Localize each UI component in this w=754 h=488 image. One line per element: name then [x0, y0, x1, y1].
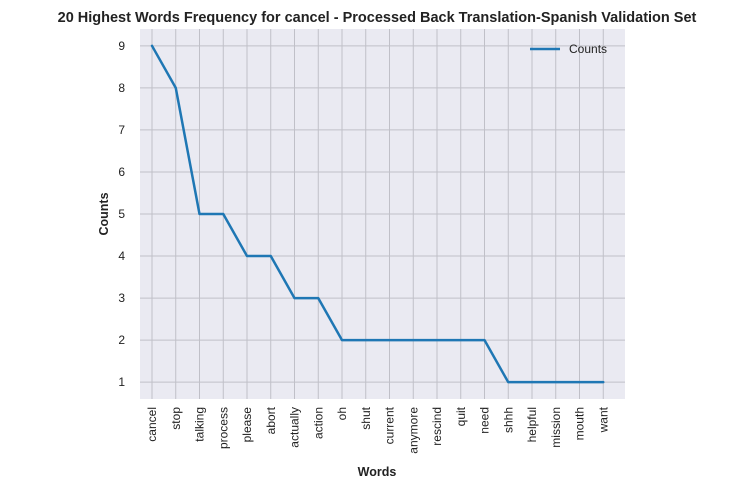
x-tick-label: mission: [549, 407, 563, 448]
grid-lines: [140, 29, 625, 399]
x-tick-label: process: [216, 407, 230, 449]
y-tick-label: 5: [118, 207, 125, 221]
x-tick-label: oh: [335, 407, 349, 420]
x-tick-label: please: [240, 407, 254, 443]
x-tick-labels: cancel stop talking process please abort actua…: [145, 406, 610, 453]
y-tick-label: 1: [118, 375, 125, 389]
y-axis-label: Counts: [97, 192, 111, 235]
series-line-counts: [150, 44, 605, 384]
x-tick-label: anymore: [406, 407, 420, 454]
x-tick-label: action: [311, 407, 325, 439]
x-tick-label: need: [478, 407, 492, 434]
x-tick-label: stop: [169, 407, 183, 430]
x-tick-label: current: [383, 406, 397, 444]
y-tick-label: 3: [118, 291, 125, 305]
x-tick-label: cancel: [145, 407, 159, 442]
chart-marks: [150, 44, 605, 384]
x-tick-label: helpful: [525, 407, 539, 442]
chart-title: 20 Highest Words Frequency for cancel - …: [58, 10, 697, 26]
y-tick-label: 6: [118, 165, 125, 179]
x-axis-label: Words: [358, 465, 397, 479]
x-tick-label: shhh: [501, 407, 515, 433]
x-tick-label: quit: [454, 406, 468, 426]
legend: Counts: [530, 42, 607, 56]
x-tick-label: rescind: [430, 407, 444, 446]
x-tick-label: mouth: [573, 407, 587, 440]
y-tick-label: 8: [118, 81, 125, 95]
y-tick-label: 7: [118, 123, 125, 137]
x-tick-label: actually: [288, 407, 302, 448]
y-tick-label: 4: [118, 249, 125, 263]
x-tick-label: shut: [359, 406, 373, 429]
y-tick-label: 2: [118, 333, 125, 347]
y-tick-labels: 1 2 3 4 5 6 7 8 9: [118, 39, 125, 389]
x-tick-label: talking: [193, 407, 207, 442]
x-tick-label: want: [596, 406, 610, 433]
legend-label-counts: Counts: [569, 42, 607, 56]
x-tick-label: abort: [264, 406, 278, 434]
y-tick-label: 9: [118, 39, 125, 53]
